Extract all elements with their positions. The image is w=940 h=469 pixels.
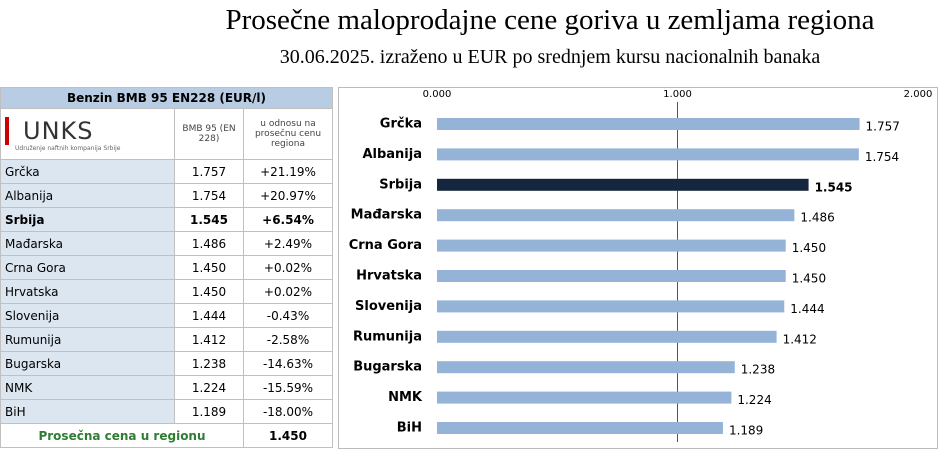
table-cell: Grčka bbox=[0, 159, 175, 184]
value-label: 1.412 bbox=[783, 332, 817, 346]
category-label: BiH bbox=[397, 421, 422, 436]
table-cell: +21.19% bbox=[243, 159, 333, 184]
table-cell: +0.02% bbox=[243, 255, 333, 280]
table-cell: 1.450 bbox=[174, 279, 244, 304]
table-cell: Slovenija bbox=[0, 303, 175, 328]
footer-label: Prosečna cena u regionu bbox=[0, 423, 244, 448]
category-label: Crna Gora bbox=[349, 238, 422, 253]
bar bbox=[437, 178, 809, 191]
value-label: 1.224 bbox=[737, 393, 771, 407]
category-label: Rumunija bbox=[353, 329, 422, 344]
bar bbox=[437, 300, 785, 313]
table-row: Mađarska 1.486 +2.49% bbox=[0, 231, 333, 256]
bar bbox=[437, 239, 786, 252]
chart: 0.000 1.000 2.000 Grčka 1.757 Albanija 1.754 Sr… bbox=[338, 87, 938, 449]
value-label: 1.238 bbox=[741, 363, 775, 377]
table-row: Srbija 1.545 +6.54% bbox=[0, 207, 333, 232]
logo: UNKS bbox=[5, 116, 170, 145]
category-label: Grčka bbox=[380, 117, 422, 132]
logo-cell: UNKS Udruženje naftnih kompanija Srbije bbox=[0, 108, 175, 160]
table-row: Hrvatska 1.450 +0.02% bbox=[0, 279, 333, 304]
price-table: Benzin BMB 95 EN228 (EUR/l) UNKS Udruženje… bbox=[0, 87, 333, 448]
table-cell: 1.754 bbox=[174, 183, 244, 208]
subtitle: 30.06.2025. izraženo u EUR po srednjem k… bbox=[279, 46, 821, 68]
category-label: Albanija bbox=[362, 147, 422, 162]
footer-value: 1.450 bbox=[243, 423, 333, 448]
table-cell: Albanija bbox=[0, 183, 175, 208]
bar bbox=[437, 118, 860, 130]
value-label: 1.754 bbox=[865, 150, 899, 164]
table-cell: Crna Gora bbox=[0, 255, 175, 280]
value-label: 1.450 bbox=[792, 241, 826, 255]
bar bbox=[437, 209, 795, 222]
category-label: Slovenija bbox=[355, 299, 422, 314]
value-label: 1.189 bbox=[729, 424, 763, 438]
table-cell: +6.54% bbox=[243, 207, 333, 232]
category-label: Bugarska bbox=[353, 360, 422, 375]
table-cell: Hrvatska bbox=[0, 279, 175, 304]
bar bbox=[437, 270, 786, 282]
table-cell: Mađarska bbox=[0, 231, 175, 256]
table-cell: NMK bbox=[0, 375, 175, 400]
x-tick-label: 2.000 bbox=[904, 89, 933, 100]
table-cell: 1.545 bbox=[174, 207, 244, 232]
table-row: Bugarska 1.238 -14.63% bbox=[0, 351, 333, 376]
table-cell: 1.444 bbox=[174, 303, 244, 328]
table-row: Rumunija 1.412 -2.58% bbox=[0, 327, 333, 352]
table-row: BiH 1.189 -18.00% bbox=[0, 399, 333, 424]
table-cell: 1.224 bbox=[174, 375, 244, 400]
value-label: 1.757 bbox=[866, 120, 900, 134]
table-row: Grčka 1.757 +21.19% bbox=[0, 159, 333, 184]
caption-row: Benzin BMB 95 EN228 (EUR/l) bbox=[0, 87, 333, 109]
table-cell: 1.189 bbox=[174, 399, 244, 424]
value-label: 1.486 bbox=[800, 211, 834, 225]
bar bbox=[437, 330, 777, 343]
table-cell: -18.00% bbox=[243, 399, 333, 424]
table-cell: -14.63% bbox=[243, 351, 333, 376]
value-label: 1.444 bbox=[790, 302, 824, 316]
table-cell: +2.49% bbox=[243, 231, 333, 256]
table-row: NMK 1.224 -15.59% bbox=[0, 375, 333, 400]
table-cell: Bugarska bbox=[0, 351, 175, 376]
x-tick-label: 0.000 bbox=[423, 89, 452, 100]
table-cell: 1.450 bbox=[174, 255, 244, 280]
bar bbox=[437, 422, 723, 434]
title: Prosečne maloprodajne cene goriva u zeml… bbox=[225, 4, 875, 36]
table-cell: -2.58% bbox=[243, 327, 333, 352]
table-cell: 1.412 bbox=[174, 327, 244, 352]
bar bbox=[437, 148, 859, 161]
category-label: NMK bbox=[388, 390, 423, 405]
table-row: Crna Gora 1.450 +0.02% bbox=[0, 255, 333, 280]
table-cell: Rumunija bbox=[0, 327, 175, 352]
table-cell: 1.486 bbox=[174, 231, 244, 256]
column-header: BMB 95 (EN 228) bbox=[174, 108, 244, 160]
header-row: UNKS Udruženje naftnih kompanija Srbije BM… bbox=[0, 108, 333, 160]
bar bbox=[437, 391, 732, 404]
table-cell: -0.43% bbox=[243, 303, 333, 328]
chart-frame bbox=[338, 87, 938, 449]
table-cell: +0.02% bbox=[243, 279, 333, 304]
x-tick-label: 1.000 bbox=[663, 89, 692, 100]
table-cell: 1.757 bbox=[174, 159, 244, 184]
category-label: Hrvatska bbox=[356, 269, 422, 284]
category-label: Mađarska bbox=[351, 208, 422, 223]
table-row: Slovenija 1.444 -0.43% bbox=[0, 303, 333, 328]
table-caption: Benzin BMB 95 EN228 (EUR/l) bbox=[0, 87, 333, 109]
table-cell: +20.97% bbox=[243, 183, 333, 208]
value-label: 1.450 bbox=[792, 272, 826, 286]
column-header: u odnosu na prosečnu cenu regiona bbox=[243, 108, 333, 160]
value-label: 1.545 bbox=[815, 180, 853, 194]
table-row: Albanija 1.754 +20.97% bbox=[0, 183, 333, 208]
table-cell: BiH bbox=[0, 399, 175, 424]
logo-subtitle: Udruženje naftnih kompanija Srbije bbox=[15, 144, 121, 152]
table-cell: -15.59% bbox=[243, 375, 333, 400]
table-cell: 1.238 bbox=[174, 351, 244, 376]
table-cell: Srbija bbox=[0, 207, 175, 232]
bar bbox=[437, 361, 735, 374]
category-label: Srbija bbox=[379, 177, 422, 192]
footer-row: Prosečna cena u regionu 1.450 bbox=[0, 423, 333, 448]
